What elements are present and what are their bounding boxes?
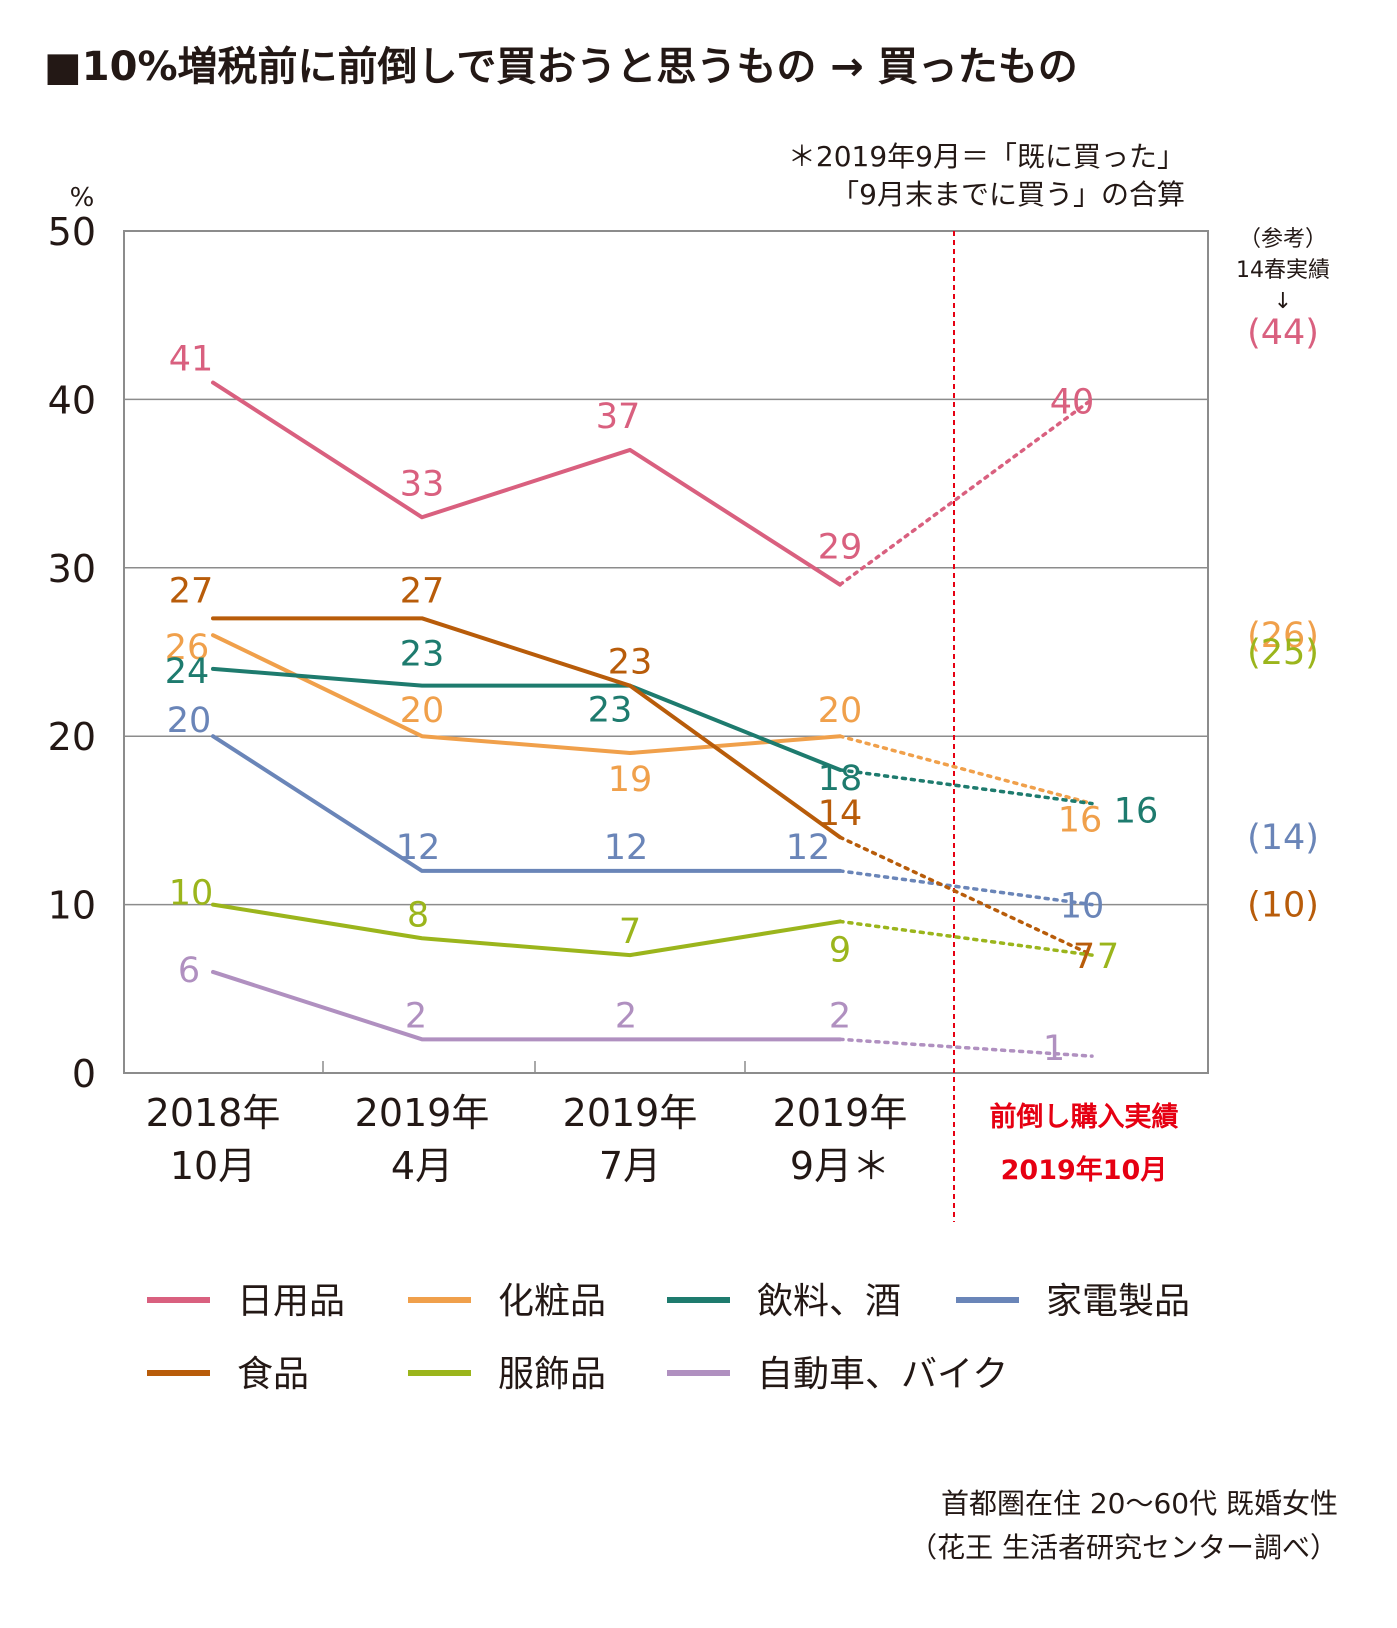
x-axis-categories: 2018年 10月 2019年 4月 2019年 7月 2019年 9月＊ — [146, 1091, 908, 1188]
data-label: 20 — [167, 701, 212, 741]
legend-label: 自動車、バイク — [757, 1354, 1008, 1395]
actual-category-line-1: 前倒し購入実績 — [990, 1101, 1179, 1133]
data-label: 16 — [1114, 792, 1159, 832]
series-line — [211, 734, 842, 873]
data-label: 12 — [604, 828, 649, 868]
reference-arrow: ↓ — [1274, 289, 1292, 314]
y-tick-label: 0 — [72, 1052, 96, 1096]
series-group — [211, 380, 1094, 1058]
data-label: 1 — [1043, 1029, 1065, 1069]
footnote-line-2: 「9月末までに買う」の合算 — [831, 178, 1185, 211]
data-label: 23 — [608, 643, 653, 683]
data-label: 18 — [818, 759, 863, 799]
legend-label: 飲料、酒 — [757, 1281, 901, 1322]
series-line — [211, 902, 842, 958]
x-category-line-2: 7月 — [599, 1144, 661, 1188]
x-category-line-2: 9月＊ — [790, 1144, 890, 1188]
data-label: 7 — [619, 912, 641, 952]
reference-heading-2: 14春実績 — [1236, 258, 1330, 283]
series-line — [211, 633, 842, 756]
x-category-line-1: 2019年 — [355, 1091, 490, 1135]
gridlines — [124, 398, 1208, 906]
series-line — [211, 666, 842, 772]
data-label: 23 — [588, 691, 633, 731]
data-label: 9 — [829, 930, 851, 970]
data-label: 7 — [1097, 937, 1119, 977]
data-label: 27 — [400, 571, 445, 611]
y-tick-label: 20 — [48, 715, 96, 759]
reference-heading-1: （参考） — [1239, 227, 1327, 252]
legend-label: 家電製品 — [1046, 1281, 1190, 1322]
reference-value: (14) — [1247, 818, 1319, 858]
data-label: 10 — [169, 874, 214, 914]
legend-label: 化粧品 — [498, 1281, 606, 1322]
series-line — [211, 380, 842, 587]
x-category-line-2: 4月 — [391, 1144, 453, 1188]
data-label: 2 — [405, 996, 427, 1036]
legend-label: 食品 — [237, 1354, 309, 1395]
data-label: 27 — [169, 571, 214, 611]
data-label: 6 — [178, 951, 200, 991]
source-line-2: （花王 生活者研究センター調べ） — [909, 1531, 1338, 1564]
series-projection-line — [838, 734, 1094, 806]
reference-value: (25) — [1247, 633, 1319, 673]
series-projection-line — [838, 869, 1094, 907]
data-label: 20 — [818, 691, 863, 731]
data-label: 41 — [169, 340, 214, 380]
legend-label: 服飾品 — [498, 1354, 606, 1395]
y-axis-unit: % — [70, 183, 95, 213]
data-label: 26 — [165, 628, 210, 668]
reference-values: (44) (26) (14) (10) (25) — [1247, 313, 1319, 926]
data-label: 12 — [786, 828, 831, 868]
data-label: 14 — [818, 794, 863, 834]
y-tick-label: 10 — [48, 884, 96, 928]
data-label: 19 — [608, 760, 653, 800]
series-line — [211, 616, 842, 840]
data-label: 8 — [407, 895, 429, 935]
source-line-1: 首都圏在住 20〜60代 既婚女性 — [941, 1487, 1338, 1520]
series-projection-line — [838, 835, 1094, 957]
reference-value: (26) — [1247, 616, 1319, 656]
series-projection-line — [838, 919, 1094, 957]
data-label: 29 — [818, 528, 863, 568]
x-category-line-1: 2019年 — [563, 1091, 698, 1135]
data-label: 20 — [400, 691, 445, 731]
data-label: 37 — [596, 397, 641, 437]
x-category-line-1: 2018年 — [146, 1091, 281, 1135]
series-projection-line — [838, 397, 1094, 587]
chart-title: ■10%増税前に前倒しで買おうと思うもの → 買ったもの — [44, 44, 1078, 90]
x-category-line-1: 2019年 — [773, 1091, 908, 1135]
data-label: 2 — [615, 996, 637, 1036]
legend-label: 日用品 — [237, 1281, 345, 1322]
x-axis-ticks — [322, 1061, 746, 1073]
data-label: 40 — [1050, 382, 1095, 422]
data-label: 10 — [1060, 887, 1105, 927]
series-projection-line — [838, 1037, 1094, 1058]
y-tick-label: 50 — [48, 210, 96, 254]
actual-category-line-2: 2019年10月 — [1001, 1154, 1168, 1186]
data-label: 23 — [400, 635, 445, 675]
data-label: 2 — [829, 996, 851, 1036]
plot-frame — [123, 230, 1209, 1074]
series-projection-line — [838, 768, 1094, 806]
data-label: 7 — [1073, 937, 1095, 977]
data-label: 33 — [400, 464, 445, 504]
y-axis-ticks: 0 10 20 30 40 50 — [48, 210, 96, 1096]
data-label: 16 — [1058, 801, 1103, 841]
footnote-line-1: ＊2019年9月＝「既に買った」 — [788, 140, 1185, 173]
series-line — [211, 969, 842, 1042]
data-label: 12 — [396, 828, 441, 868]
x-category-line-2: 10月 — [170, 1144, 256, 1188]
y-tick-label: 30 — [48, 547, 96, 591]
reference-value: (10) — [1247, 886, 1319, 926]
reference-value: (44) — [1247, 313, 1319, 353]
data-label: 24 — [165, 652, 210, 692]
y-tick-label: 40 — [48, 378, 96, 422]
